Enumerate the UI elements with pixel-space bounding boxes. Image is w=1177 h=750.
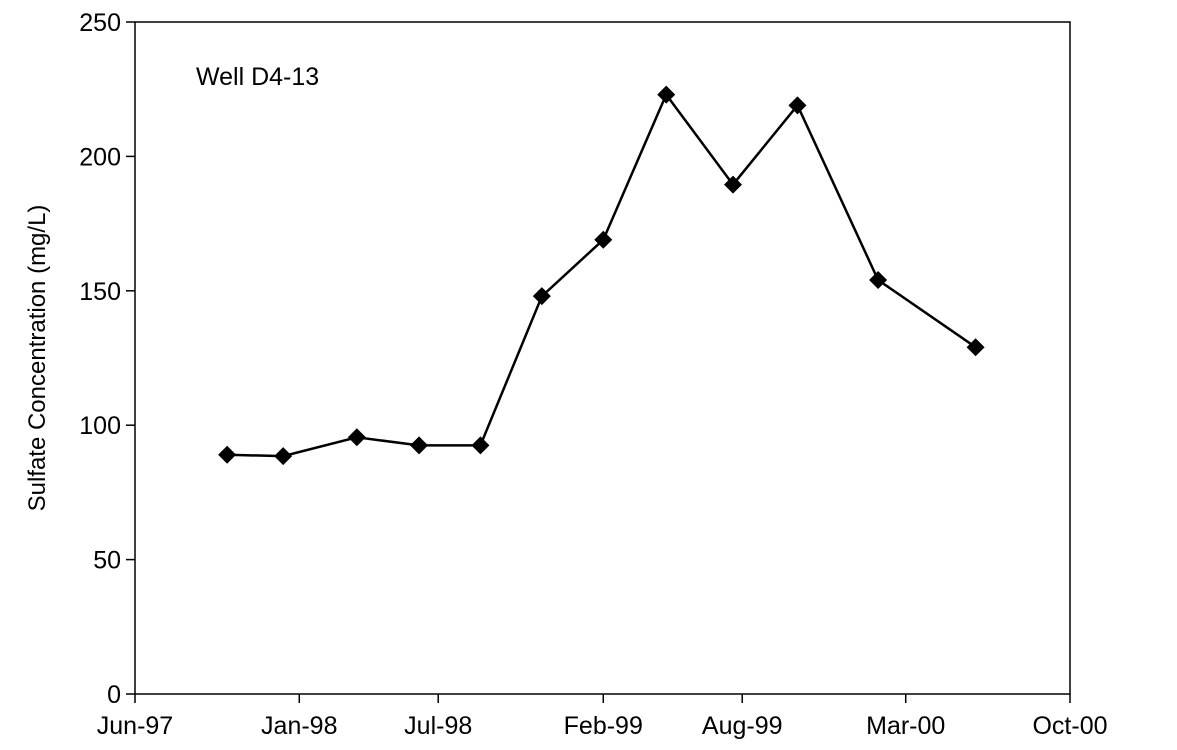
data-point-7 [657,85,676,104]
y-tick-label-2: 100 [79,412,121,440]
y-tick-label-4: 200 [79,143,121,171]
chart-annotation: Well D4-13 [196,63,319,91]
data-point-5 [532,287,551,306]
data-point-2 [347,428,366,447]
data-point-1 [274,447,293,466]
series-line [227,92,977,458]
y-tick-label-1: 50 [93,547,121,575]
data-point-9 [788,96,807,115]
data-markers [218,85,985,466]
data-point-4 [471,436,490,455]
x-tick-label-1: Jan-98 [261,712,337,740]
y-tick-label-0: 0 [107,681,121,709]
x-tick-label-2: Jul-98 [404,712,472,740]
y-axis: 0 50 100 150 200 250 [79,9,135,709]
plot-area [134,21,1071,695]
data-point-8 [724,175,743,194]
y-tick-label-5: 250 [79,9,121,37]
x-tick-label-5: Mar-00 [866,712,945,740]
y-axis-title: Sulfate Concentration (mg/L) [24,205,51,512]
data-point-3 [410,436,429,455]
x-tick-label-6: Oct-00 [1032,712,1107,740]
data-point-11 [966,338,985,357]
x-tick-label-4: Aug-99 [702,712,783,740]
x-tick-label-3: Feb-99 [564,712,643,740]
data-point-6 [594,230,613,249]
y-tick-label-3: 150 [79,278,121,306]
data-point-10 [869,271,888,290]
x-tick-label-0: Jun-97 [97,712,173,740]
data-point-0 [218,445,237,464]
x-axis: Jun-97 Jan-98 Jul-98 Feb-99 Aug-99 Mar-00 Oct-… [97,694,1108,740]
